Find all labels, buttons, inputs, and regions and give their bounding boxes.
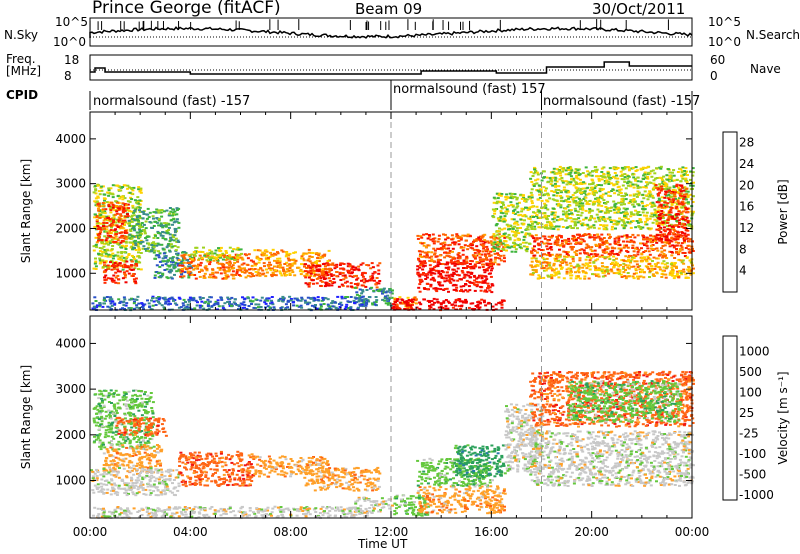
velocity-echo-region <box>115 416 168 437</box>
colorbar-tick-label: 1000 <box>739 344 770 358</box>
colorbar-tick-label: 20 <box>739 178 754 192</box>
velocity-echo-region <box>303 466 382 492</box>
velocity-echo-region <box>90 466 181 497</box>
colorbar-tick-label: 25 <box>739 406 754 420</box>
velocity-echo-region <box>566 380 683 424</box>
station-title: Prince George (fitACF) <box>92 0 281 18</box>
y-tick-label: 4000 <box>55 336 86 350</box>
power-echo-region <box>91 295 369 312</box>
nsearch-label: N.Search <box>746 28 800 42</box>
date-label: 30/Oct/2011 <box>592 0 686 18</box>
cpid-segment-1: normalsound (fast) -157 <box>93 94 251 109</box>
power-echo-region <box>303 262 382 289</box>
x-tick-label: 20:00 <box>574 525 609 539</box>
power-echo-region <box>416 233 507 267</box>
freq-tick-top: 18 <box>64 53 80 67</box>
power-echo-region <box>95 201 131 244</box>
velocity-echo-region <box>177 450 256 488</box>
velocity-echo-region <box>92 389 156 451</box>
x-axis-title: Time UT <box>358 537 408 551</box>
noise-tick-bottom-left: 10^0 <box>53 35 86 49</box>
colorbar-tick-label: 500 <box>739 365 762 379</box>
y-tick-label: 2000 <box>55 428 86 442</box>
freq-line <box>90 61 692 75</box>
freq-tick-bottom: 8 <box>64 69 72 83</box>
y-tick-label: 1000 <box>55 474 86 488</box>
colorbar-tick-label: 28 <box>739 136 754 150</box>
x-tick-label: 12:00 <box>374 525 409 539</box>
y-tick-label: 4000 <box>55 132 86 146</box>
cpid-segment-3: normalsound (fast) -157 <box>543 94 701 109</box>
velocity-echo-region <box>253 455 332 478</box>
colorbar-title: Velocity [m s⁻¹] <box>776 371 790 464</box>
y-tick-label: 1000 <box>55 266 86 280</box>
freq-unit-label: [MHz] <box>6 64 42 78</box>
nave-label: Nave <box>750 62 781 76</box>
x-tick-label: 04:00 <box>173 525 208 539</box>
nave-tick-bottom: 0 <box>710 69 718 83</box>
colorbar-tick-label: 16 <box>739 200 754 214</box>
cpid-segment-2: normalsound (fast) 157 <box>393 82 546 97</box>
power-echo-region <box>529 165 695 231</box>
colorbar-tick-label: 24 <box>739 157 754 171</box>
power-echo-region <box>391 297 506 312</box>
x-tick-label: 16:00 <box>474 525 509 539</box>
power-echo-region <box>190 246 243 262</box>
y-axis-title: Slant Range [km] <box>19 365 33 469</box>
y-tick-label: 3000 <box>55 177 86 191</box>
colorbar-tick-label: 4 <box>739 264 747 278</box>
colorbar-title: Power [dB] <box>776 179 790 244</box>
power-echo-region <box>529 233 695 258</box>
noise-sky-line <box>89 26 693 39</box>
colorbar-tick-label: 100 <box>739 385 762 399</box>
noise-tick-bottom-right: 10^0 <box>708 35 741 49</box>
colorbar-tick-label: 12 <box>739 221 754 235</box>
y-tick-label: 2000 <box>55 221 86 235</box>
velocity-echo-region <box>453 444 507 478</box>
power-echo-region <box>529 255 695 280</box>
velocity-echo-region <box>416 485 507 515</box>
colorbar-tick-label: 8 <box>739 242 747 256</box>
y-axis-title: Slant Range [km] <box>19 159 33 263</box>
nsky-label: N.Sky <box>4 28 39 42</box>
power-echo-region <box>654 183 690 244</box>
beam-label: Beam 09 <box>355 0 423 18</box>
power-echo-region <box>102 260 139 285</box>
noise-tick-top-right: 10^5 <box>708 15 741 29</box>
x-tick-label: 00:00 <box>675 525 710 539</box>
velocity-colorbar-frame <box>722 335 738 501</box>
colorbar-tick-label: -25 <box>739 426 759 440</box>
cpid-label: CPID <box>6 88 39 102</box>
y-tick-label: 3000 <box>55 382 86 396</box>
power-echo-region <box>491 192 532 253</box>
x-tick-label: 00:00 <box>73 525 108 539</box>
noise-panel-frame <box>89 17 693 47</box>
colorbar-tick-label: -1000 <box>739 488 774 502</box>
colorbar-tick-label: -500 <box>739 467 766 481</box>
power-echo-region <box>127 206 181 253</box>
x-tick-label: 08:00 <box>273 525 308 539</box>
freq-label: Freq. <box>6 52 36 66</box>
nave-tick-top: 60 <box>710 53 726 67</box>
colorbar-tick-label: -100 <box>739 447 766 461</box>
noise-tick-top-left: 10^5 <box>55 15 88 29</box>
power-colorbar-frame <box>722 131 738 293</box>
